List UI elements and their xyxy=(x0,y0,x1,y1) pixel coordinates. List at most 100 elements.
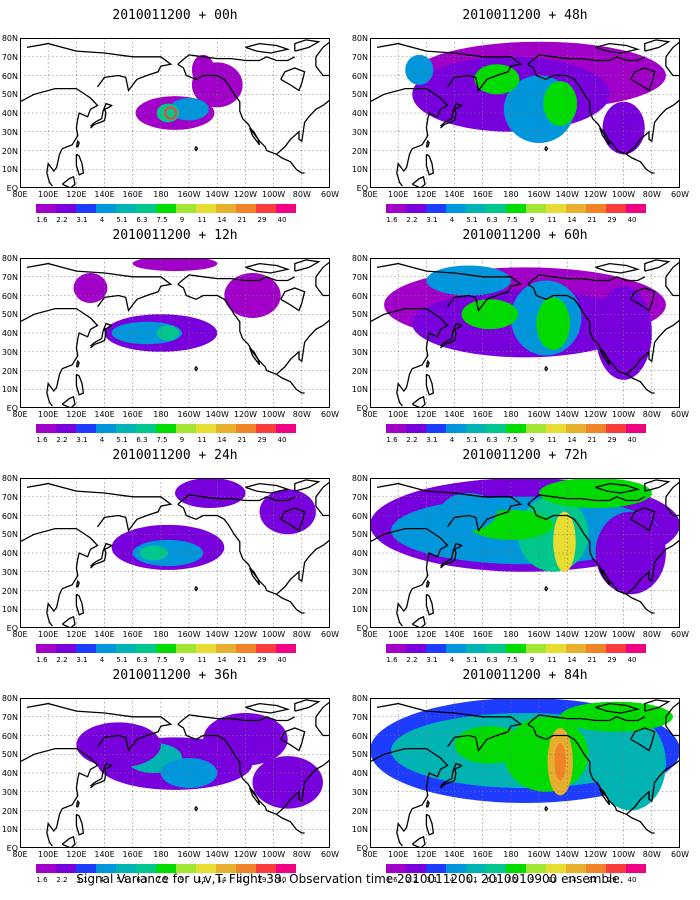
coastline xyxy=(527,714,646,725)
coastline xyxy=(370,307,449,407)
colorbar-label: 7.5 xyxy=(506,876,518,884)
colorbar-label: 7.5 xyxy=(156,656,168,664)
latitude-label: 10N xyxy=(1,825,18,835)
colorbar-swatch xyxy=(426,864,446,873)
colorbar-label: 11 xyxy=(547,876,557,884)
variance-contour xyxy=(405,54,434,85)
variance-contour xyxy=(191,54,215,85)
coastline xyxy=(440,542,464,569)
latitude-label: 60N xyxy=(1,731,18,741)
coastline xyxy=(630,507,656,532)
colorbar-label: 21 xyxy=(587,876,597,884)
colorbar-label: 3.1 xyxy=(76,656,88,664)
coastline xyxy=(425,813,435,836)
colorbar-label: 40 xyxy=(627,876,637,884)
longitude-label: 180 xyxy=(153,410,169,419)
latitude-label: 70N xyxy=(1,272,18,282)
coastline xyxy=(544,805,549,812)
colorbar-label: 6.3 xyxy=(486,436,498,444)
longitude-label: 80W xyxy=(292,630,311,639)
longitude-label: 160W xyxy=(177,630,201,639)
longitude-label: 120W xyxy=(583,410,608,419)
longitude-label: 120E xyxy=(416,850,437,859)
longitude-label: 140W xyxy=(555,630,579,639)
longitude-label: 80W xyxy=(292,410,311,419)
longitude-label: 100E xyxy=(38,410,59,419)
coastline xyxy=(644,699,671,712)
longitude-label: 160E xyxy=(472,850,493,859)
variance-contour xyxy=(132,258,218,272)
variance-contour xyxy=(139,545,168,561)
colorbar-swatch xyxy=(136,204,156,213)
colorbar-label: 11 xyxy=(547,436,557,444)
longitude-label: 160E xyxy=(472,410,493,419)
coastline xyxy=(376,262,523,313)
latitude-label: 30N xyxy=(351,127,368,137)
panel-title: 2010011200 + 48h xyxy=(462,8,588,23)
colorbar-label: 7.5 xyxy=(156,876,168,884)
longitude-label: 180 xyxy=(503,850,519,859)
coastline xyxy=(544,365,549,372)
colorbar-swatch xyxy=(386,644,406,653)
colorbar-label: 9 xyxy=(179,216,185,224)
longitude-label: 100W xyxy=(612,630,636,639)
colorbar-swatch xyxy=(56,204,76,213)
colorbar-swatch xyxy=(426,424,446,433)
colorbar-label: 3.1 xyxy=(426,656,438,664)
colorbar-label: 4 xyxy=(449,216,455,224)
colorbar-label: 6.3 xyxy=(486,876,498,884)
colorbar-label: 3.1 xyxy=(76,876,88,884)
colorbar-label: 6.3 xyxy=(136,876,148,884)
coastline xyxy=(294,479,321,492)
longitude-label: 100E xyxy=(388,410,409,419)
latitude-label: 20N xyxy=(351,806,368,816)
coastline xyxy=(425,153,435,176)
latitude-label: 70N xyxy=(351,272,368,282)
longitude-label: 160E xyxy=(122,410,143,419)
latitude-label: 20N xyxy=(1,146,18,156)
colorbar xyxy=(36,644,296,653)
coastline xyxy=(315,40,330,77)
longitude-label: 100W xyxy=(612,850,636,859)
colorbar-swatch xyxy=(216,204,236,213)
longitude-label: 160W xyxy=(527,630,551,639)
longitude-label: 60W xyxy=(320,190,340,199)
coastline xyxy=(75,813,85,836)
forecast-map-panel: 2010011200 + 24h 80N 70N 60N 50N 40N 30N 20N 10N… xyxy=(0,448,350,668)
colorbar-swatch xyxy=(546,644,566,653)
coastline xyxy=(544,585,549,592)
coastline xyxy=(644,259,671,272)
colorbar-swatch xyxy=(466,204,486,213)
coastline xyxy=(280,287,306,312)
longitude-label: 100E xyxy=(38,190,59,199)
variance-contour xyxy=(554,743,566,781)
colorbar-label: 9 xyxy=(529,656,535,664)
colorbar-swatch xyxy=(96,864,116,873)
latitude-label: EQ xyxy=(6,184,18,193)
longitude-label: 160W xyxy=(527,410,551,419)
colorbar-swatch xyxy=(256,204,276,213)
longitude-label: 60W xyxy=(670,850,690,859)
colorbar-label: 5.1 xyxy=(466,436,478,444)
longitude-label: 100E xyxy=(38,850,59,859)
colorbar-label: 4 xyxy=(99,436,105,444)
coastline xyxy=(75,359,80,368)
colorbar-label: 3.1 xyxy=(426,876,438,884)
colorbar-label: 4 xyxy=(99,216,105,224)
longitude-label: 140W xyxy=(555,190,579,199)
colorbar-label: 14 xyxy=(217,876,227,884)
latitude-label: 10N xyxy=(1,605,18,615)
coastline xyxy=(249,347,261,366)
longitude-label: 140W xyxy=(555,410,579,419)
variance-contour xyxy=(169,98,209,121)
coastline xyxy=(249,787,261,806)
latitude-label: 30N xyxy=(351,567,368,577)
longitude-label: 120E xyxy=(416,190,437,199)
colorbar-label: 5.1 xyxy=(116,656,128,664)
longitude-label: 100E xyxy=(388,630,409,639)
coastline xyxy=(425,579,430,588)
forecast-map-panel: 2010011200 + 72h 80N 70N 60N 50N 40N 30N 20N 10N… xyxy=(350,448,700,668)
colorbar-swatch xyxy=(56,644,76,653)
latitude-label: 20N xyxy=(351,586,368,596)
colorbar-label: 7.5 xyxy=(506,436,518,444)
